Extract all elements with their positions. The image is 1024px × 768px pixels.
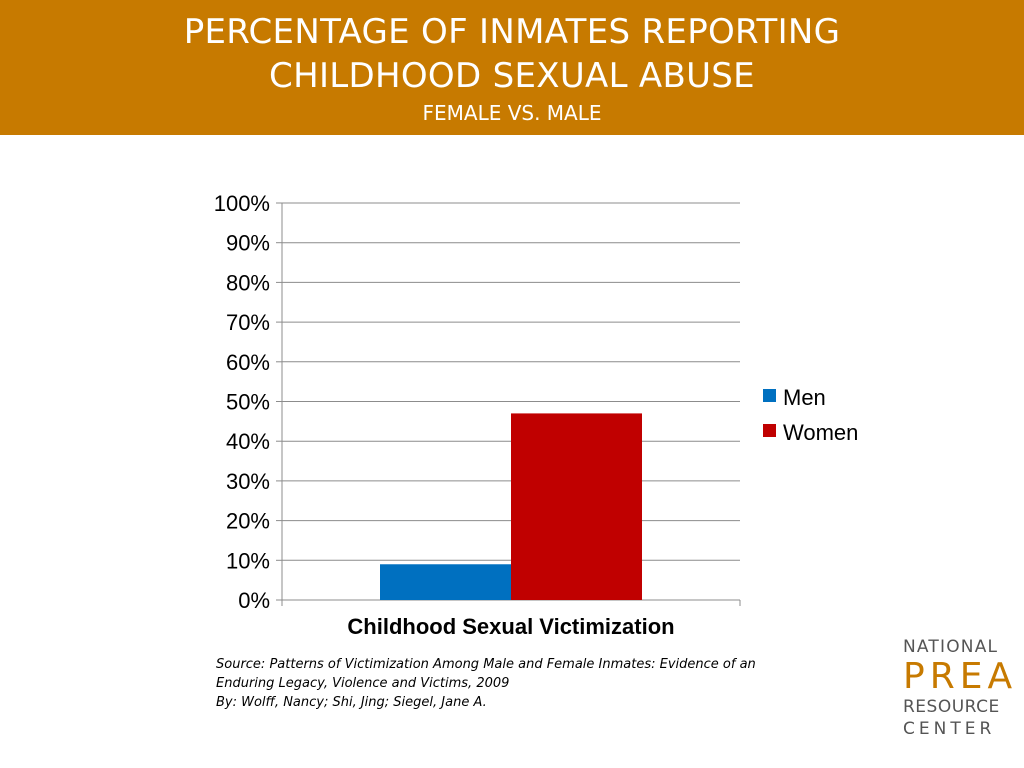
legend-swatch-women <box>763 424 776 437</box>
legend-label-women: Women <box>783 420 858 445</box>
source-citation: Source: Patterns of Victimization Among … <box>216 655 816 712</box>
source-line-1: Source: Patterns of Victimization Among … <box>216 657 756 672</box>
title-banner: PERCENTAGE OF INMATES REPORTING CHILDHOO… <box>0 0 1024 135</box>
national-prea-resource-center-logo: NATIONAL PREA RESOURCE CENTER <box>903 636 1013 740</box>
y-tick-label: 30% <box>226 469 270 494</box>
page-title: PERCENTAGE OF INMATES REPORTING CHILDHOO… <box>0 0 1024 98</box>
title-line-1: PERCENTAGE OF INMATES REPORTING <box>183 12 841 52</box>
legend-swatch-men <box>763 389 776 402</box>
logo-line-center: CENTER <box>903 719 996 739</box>
y-tick-label: 100% <box>214 191 270 216</box>
title-line-2: CHILDHOOD SEXUAL ABUSE <box>269 56 755 96</box>
legend-label-men: Men <box>783 385 826 410</box>
bar-women <box>511 413 642 600</box>
y-tick-label: 90% <box>226 231 270 256</box>
source-line-3: By: Wolff, Nancy; Shi, Jing; Siegel, Jan… <box>216 695 487 710</box>
logo-line-resource: RESOURCE <box>903 697 1000 717</box>
y-tick-label: 60% <box>226 350 270 375</box>
y-tick-label: 70% <box>226 310 270 335</box>
bar-men <box>380 564 511 600</box>
y-tick-label: 40% <box>226 429 270 454</box>
logo-line-national: NATIONAL <box>903 637 999 657</box>
logo-line-prea: PREA <box>903 656 1018 697</box>
y-tick-label: 80% <box>226 270 270 295</box>
y-tick-label: 50% <box>226 390 270 415</box>
source-line-2: Enduring Legacy, Violence and Victims, 2… <box>216 676 510 691</box>
x-category-label: Childhood Sexual Victimization <box>347 614 674 639</box>
y-tick-label: 10% <box>226 548 270 573</box>
y-tick-label: 0% <box>238 588 270 613</box>
y-tick-label: 20% <box>226 509 270 534</box>
page-subtitle: FEMALE VS. MALE <box>422 101 602 125</box>
